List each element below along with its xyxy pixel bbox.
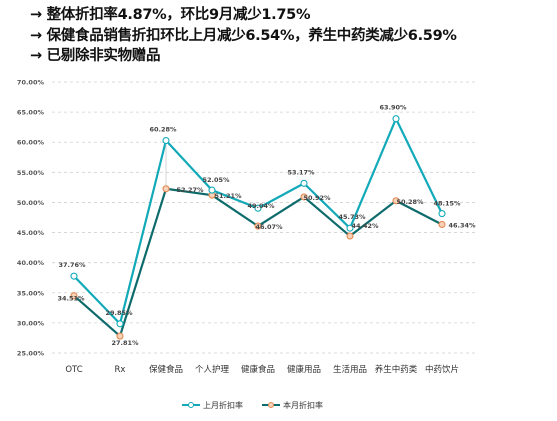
data-label-current-month: 51.21% [214, 192, 242, 200]
x-tick-label: 养生中药类 [375, 364, 418, 375]
x-tick-label: 健康用品 [287, 364, 321, 375]
y-tick-label: 65.00% [17, 109, 45, 117]
y-tick-label: 70.00% [17, 79, 45, 87]
x-tick-label: 生活用品 [333, 364, 367, 375]
data-point-current-month [438, 220, 446, 229]
summary-line-3: → 已剔除非实物赠品 [30, 48, 161, 64]
data-point-previous-month [70, 272, 78, 280]
x-tick-label: 个人护理 [195, 364, 230, 375]
data-label-current-month: 50.28% [396, 198, 424, 206]
data-label-current-month: 44.42% [351, 222, 379, 230]
data-label-current-month: 46.07% [255, 223, 283, 231]
data-label-current-month: 52.27% [176, 186, 204, 194]
data-point-previous-month [254, 204, 262, 212]
data-point-current-month [162, 185, 170, 193]
x-tick-label: Rx [115, 365, 126, 375]
y-tick-label: 25.00% [17, 350, 45, 358]
data-point-current-month [300, 193, 308, 201]
data-label-previous-month: 29.85% [105, 309, 133, 317]
data-point-previous-month [438, 210, 446, 218]
y-tick-label: 60.00% [17, 139, 45, 147]
data-point-previous-month [346, 224, 354, 232]
legend-label-previous-month: 上月折扣率 [203, 400, 243, 410]
x-tick-label: 中药饮片 [425, 364, 459, 375]
data-label-previous-month: 52.05% [202, 176, 230, 184]
data-point-previous-month [162, 136, 170, 145]
legend-marker-current-month [268, 402, 274, 408]
data-label-current-month: 46.34% [448, 221, 476, 229]
data-point-previous-month [392, 115, 400, 123]
y-tick-label: 50.00% [17, 199, 45, 207]
data-label-current-month: 34.51% [57, 295, 85, 303]
data-label-previous-month: 49.04% [247, 202, 275, 210]
y-tick-label: 45.00% [17, 229, 45, 237]
data-label-current-month: 27.81% [111, 339, 139, 347]
data-point-previous-month [300, 179, 308, 187]
summary-line-1: → 整体折扣率4.87%，环比9月减少1.75% [30, 7, 311, 23]
y-tick-label: 55.00% [17, 169, 45, 177]
data-label-previous-month: 53.17% [287, 168, 315, 176]
data-label-previous-month: 48.15% [433, 200, 461, 208]
x-tick-label: 健康食品 [241, 364, 275, 375]
y-tick-label: 40.00% [17, 259, 45, 267]
summary-notes: → 整体折扣率4.87%，环比9月减少1.75% → 保健食品销售折扣环比上月减… [30, 5, 550, 67]
data-point-current-month [116, 332, 124, 340]
data-label-previous-month: 60.28% [149, 126, 177, 134]
summary-line-2: → 保健食品销售折扣环比上月减少6.54%，养生中药类减少6.59% [30, 27, 457, 44]
data-point-current-month [70, 292, 78, 300]
data-point-current-month [392, 197, 400, 205]
x-tick-label: 保健食品 [149, 364, 183, 375]
legend-label-current-month: 本月折扣率 [283, 400, 323, 410]
data-point-previous-month [116, 320, 124, 328]
legend-marker-previous-month [188, 402, 194, 408]
y-tick-label: 35.00% [17, 289, 45, 297]
data-label-previous-month: 45.73% [338, 213, 366, 221]
data-point-current-month [254, 222, 262, 230]
data-label-previous-month: 37.76% [58, 261, 86, 269]
x-tick-label: OTC [65, 365, 82, 375]
data-point-previous-month [208, 186, 216, 194]
data-label-previous-month: 63.90% [379, 104, 407, 112]
y-tick-label: 30.00% [17, 319, 45, 327]
data-label-current-month: 50.92% [303, 194, 331, 202]
data-point-current-month [346, 232, 354, 240]
